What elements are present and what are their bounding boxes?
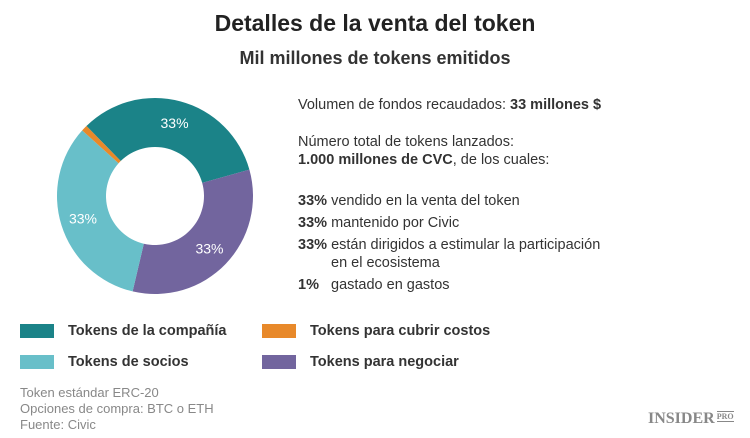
chart-subtitle: Mil millones de tokens emitidos	[239, 48, 511, 68]
info-funds: Volumen de fondos recaudados: 33 millone…	[298, 97, 602, 113]
donut-slice	[82, 125, 121, 164]
legend-item-company: Tokens de la compañía	[20, 323, 226, 339]
info-total: Número total de tokens lanzados:	[298, 134, 515, 150]
donut-slice	[86, 97, 250, 183]
legend-item-partners: Tokens de socios	[20, 354, 189, 370]
legend-swatch	[20, 355, 54, 369]
donut-slice	[56, 130, 144, 292]
insider-pro-logo: INSIDER PRO	[648, 410, 734, 427]
data-label: 33%	[69, 211, 97, 227]
info-total-value: 1.000 millones de CVC, de los cuales:	[298, 152, 550, 168]
info-item: 33% están dirigidos a estimular la parti…	[298, 237, 601, 271]
footer-note: Opciones de compra: BTC o ETH	[20, 401, 214, 416]
info-item: 1% gastado en gastos	[298, 277, 450, 293]
chart-title: Detalles de la venta del token	[214, 10, 536, 36]
donut-slice	[132, 169, 254, 295]
data-label: 33%	[195, 240, 223, 256]
info-item: 33% vendido en la venta del token	[298, 193, 520, 209]
donut-chart: 33% 33% 33%	[56, 97, 254, 295]
legend-swatch	[262, 324, 296, 338]
legend-swatch	[262, 355, 296, 369]
data-label: 33%	[161, 115, 189, 131]
legend-swatch	[20, 324, 54, 338]
legend-item-costs: Tokens para cubrir costos	[262, 323, 490, 339]
footer-source: Fuente: Civic	[20, 417, 96, 432]
legend-item-trading: Tokens para negociar	[262, 354, 459, 370]
footer-note: Token estándar ERC-20	[20, 385, 159, 400]
info-item: 33% mantenido por Civic	[298, 215, 460, 231]
